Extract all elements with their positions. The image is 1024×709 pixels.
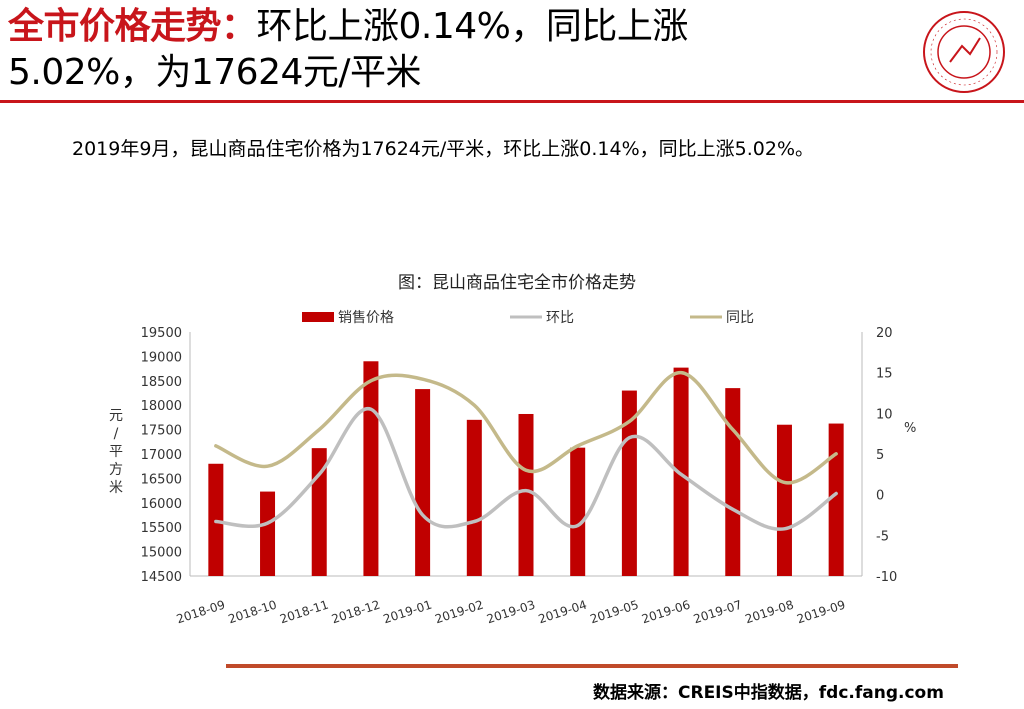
summary-text: 2019年9月，昆山商品住宅价格为17624元/平米，环比上涨0.14%，同比上… xyxy=(72,138,815,160)
x-tick-label: 2019-04 xyxy=(537,598,589,627)
x-tick-label: 2018-10 xyxy=(226,598,278,627)
y-tick-label: 15000 xyxy=(141,546,182,561)
line-mom xyxy=(214,407,838,531)
bar-price xyxy=(570,447,586,576)
y2-tick-label: -5 xyxy=(876,529,889,544)
x-tick-label: 2019-06 xyxy=(640,598,692,627)
bar-price xyxy=(518,413,534,576)
line-yoy xyxy=(214,370,838,485)
data-source: 数据来源：CREIS中指数据，fdc.fang.com xyxy=(593,683,944,703)
x-tick-label: 2019-08 xyxy=(743,598,795,627)
legend-label: 环比 xyxy=(546,310,574,326)
chart-title: 图：昆山商品住宅全市价格走势 xyxy=(398,273,636,293)
x-tick-label: 2018-12 xyxy=(330,598,382,627)
page-title-line1: 环比上涨0.14%，同比上涨 xyxy=(256,6,689,47)
title-divider xyxy=(0,100,1024,103)
y-axis-label-char: 方 xyxy=(109,462,123,478)
x-tick-label: 2019-02 xyxy=(433,598,485,627)
footer-divider xyxy=(226,664,958,668)
y2-tick-label: -10 xyxy=(876,570,897,585)
bar-price xyxy=(725,388,741,576)
y-tick-label: 16500 xyxy=(141,472,182,487)
legend-swatch-price xyxy=(302,312,334,322)
y-axis-label-char: 平 xyxy=(109,444,123,460)
legend-label: 同比 xyxy=(726,310,754,326)
y-tick-label: 17000 xyxy=(141,448,182,463)
x-tick-label: 2018-11 xyxy=(278,598,330,627)
y-tick-label: 19000 xyxy=(141,350,182,365)
y-axis-label-char: / xyxy=(114,426,119,442)
bar-price xyxy=(363,361,379,576)
x-tick-label: 2019-07 xyxy=(692,598,744,627)
y-tick-label: 15500 xyxy=(141,521,182,536)
y-tick-label: 19500 xyxy=(141,326,182,341)
bar-price xyxy=(415,389,431,576)
x-tick-label: 2019-01 xyxy=(382,598,434,627)
y-tick-label: 18500 xyxy=(141,375,182,390)
page-title-highlight: 全市价格走势： xyxy=(8,6,257,47)
x-tick-label: 2019-09 xyxy=(795,598,847,627)
y-axis-label-char: 元 xyxy=(109,408,123,424)
bar-price xyxy=(776,424,792,576)
y-tick-label: 16000 xyxy=(141,497,182,512)
y-tick-label: 14500 xyxy=(141,570,182,585)
bar-price xyxy=(828,423,844,576)
y-axis-label-char: 米 xyxy=(109,480,123,496)
bar-price xyxy=(260,491,276,576)
china-index-academy-logo-icon xyxy=(923,11,1005,93)
y2-axis-label: % xyxy=(904,421,916,436)
x-tick-label: 2019-05 xyxy=(588,598,640,627)
x-tick-label: 2019-03 xyxy=(485,598,537,627)
y2-tick-label: 5 xyxy=(876,448,884,463)
y2-tick-label: 10 xyxy=(876,407,893,422)
y2-tick-label: 20 xyxy=(876,326,893,341)
y-tick-label: 18000 xyxy=(141,399,182,414)
page-title: 全市价格走势：环比上涨0.14%，同比上涨 5.02%，为17624元/平米 xyxy=(8,4,908,96)
bar-price xyxy=(673,367,689,576)
y2-tick-label: 15 xyxy=(876,367,893,382)
y-tick-label: 17500 xyxy=(141,424,182,439)
page-title-line2: 5.02%，为17624元/平米 xyxy=(8,52,422,93)
x-tick-label: 2018-09 xyxy=(175,598,227,627)
bar-price xyxy=(466,419,482,576)
y2-tick-label: 0 xyxy=(876,489,884,504)
legend-label: 销售价格 xyxy=(338,310,394,326)
